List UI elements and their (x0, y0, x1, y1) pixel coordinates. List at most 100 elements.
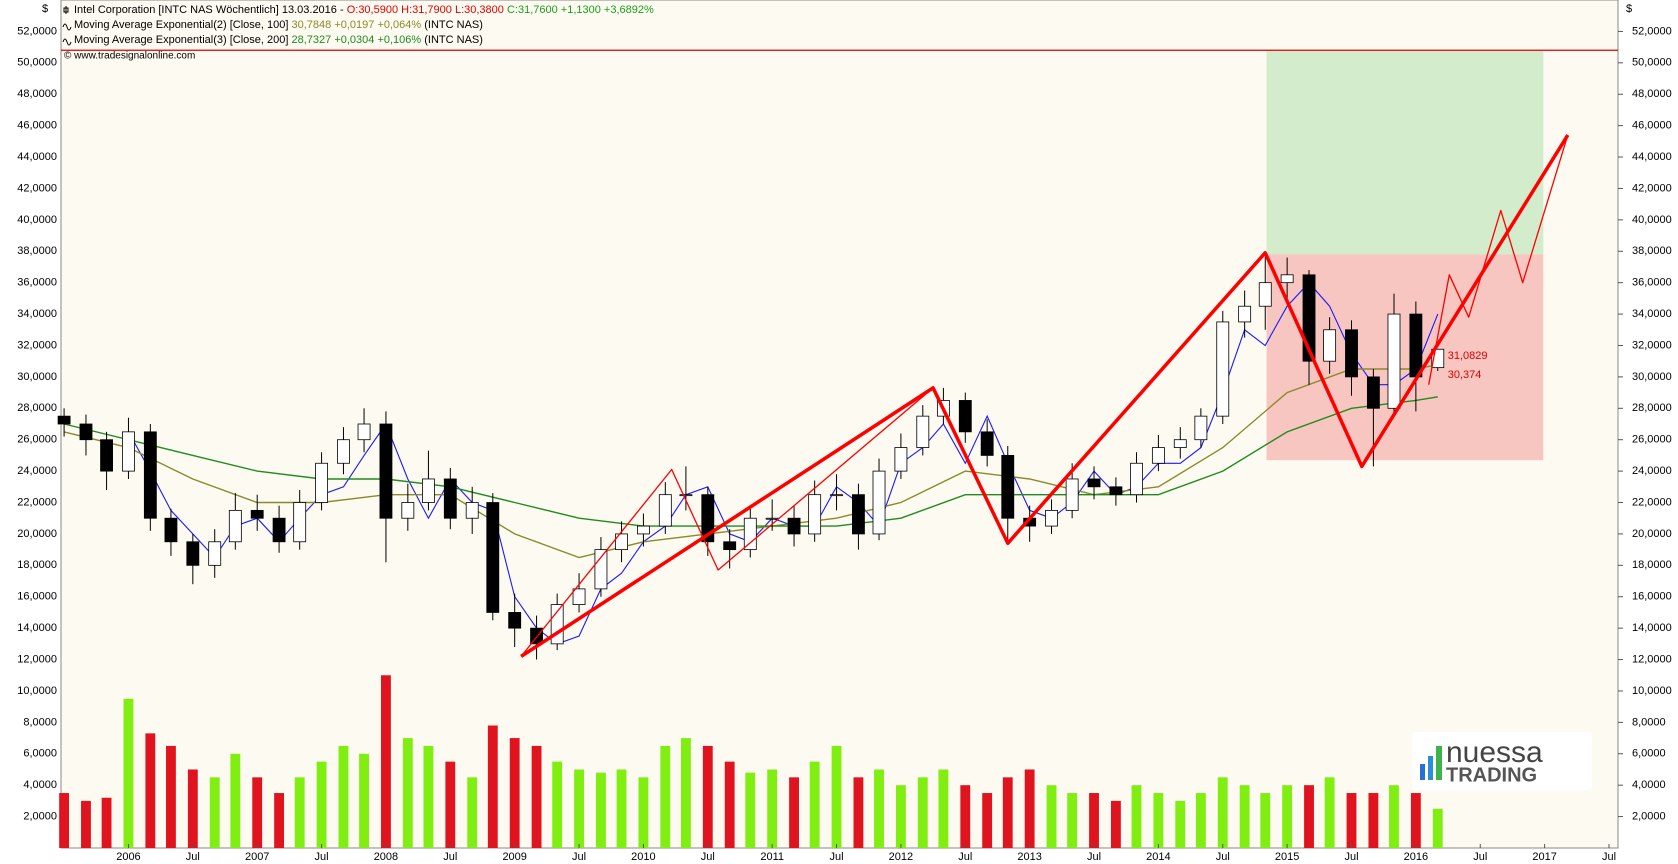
y-tick-label: 14,0000 (17, 622, 57, 634)
candle-body (80, 424, 92, 440)
candle-body (680, 495, 692, 496)
candle-body (1281, 275, 1293, 283)
candle-body (1195, 416, 1207, 440)
candle-body (1388, 314, 1400, 408)
volume-bar (295, 777, 305, 848)
candle-body (509, 612, 521, 628)
candle-body (809, 495, 821, 534)
candle-body (209, 542, 221, 566)
x-tick-label: 2009 (502, 851, 526, 863)
y-tick-label: 34,0000 (17, 308, 57, 320)
volume-bar (424, 746, 434, 848)
volume-bar (274, 793, 284, 848)
logo-bar (1428, 756, 1433, 780)
volume-bar (166, 746, 176, 848)
candle-body (358, 424, 370, 440)
volume-bar (982, 793, 992, 848)
x-tick-label: 2015 (1275, 851, 1299, 863)
x-tick-label: 2010 (631, 851, 655, 863)
legend-row: Moving Average Exponential(2) [Close, 10… (74, 19, 483, 31)
x-tick-label: Jul (958, 851, 972, 863)
x-tick-label: Jul (315, 851, 329, 863)
candle-body (831, 495, 843, 496)
volume-bar (552, 762, 562, 848)
volume-bar (745, 773, 755, 848)
candle-body (766, 518, 778, 519)
candle-body (637, 526, 649, 534)
logo-bar (1420, 764, 1425, 780)
y-tick-label: 10,0000 (17, 685, 57, 697)
logo-bar (1436, 746, 1442, 780)
y-tick-label: 6,0000 (23, 748, 57, 760)
candle-body (981, 432, 993, 456)
volume-bar (1132, 785, 1142, 848)
volume-bar (403, 738, 413, 848)
volume-bar (1218, 777, 1228, 848)
y-tick-label: 40,0000 (17, 214, 57, 226)
candle-body (895, 448, 907, 472)
volume-bar (789, 777, 799, 848)
volume-bar (102, 798, 112, 848)
y-tick-label-right: 16,0000 (1632, 591, 1672, 603)
y-tick-label-right: 40,0000 (1632, 214, 1672, 226)
volume-bar (660, 746, 670, 848)
candle-body (1324, 330, 1336, 361)
y-tick-label: 32,0000 (17, 339, 57, 351)
y-tick-label: 36,0000 (17, 277, 57, 289)
y-tick-label-right: 28,0000 (1632, 402, 1672, 414)
candle-body (294, 503, 306, 542)
candle-body (316, 463, 328, 502)
volume-bar (1325, 777, 1335, 848)
y-tick-label: 22,0000 (17, 496, 57, 508)
volume-bar (81, 801, 91, 848)
volume-bar (124, 699, 134, 848)
volume-bar (1111, 801, 1121, 848)
volume-bar (230, 754, 240, 848)
price-label: 31,0829 (1448, 350, 1488, 362)
x-tick-label: Jul (186, 851, 200, 863)
y-tick-label-right: 20,0000 (1632, 528, 1672, 540)
source: © www.tradesignalonline.com (64, 51, 195, 62)
y-tick-label-right: 18,0000 (1632, 559, 1672, 571)
candle-body (251, 510, 263, 518)
x-tick-label: 2006 (116, 851, 140, 863)
candle-body (466, 503, 478, 519)
y-tick-label: 18,0000 (17, 559, 57, 571)
currency-right: $ (1626, 3, 1632, 15)
y-tick-label-right: 22,0000 (1632, 496, 1672, 508)
candle-body (551, 605, 563, 644)
volume-bar (874, 769, 884, 848)
y-tick-label-right: 50,0000 (1632, 57, 1672, 69)
candle-body (724, 542, 736, 550)
x-tick-label: 2017 (1532, 851, 1556, 863)
candle-body (1410, 314, 1422, 377)
y-tick-label-right: 12,0000 (1632, 653, 1672, 665)
volume-bar (938, 769, 948, 848)
volume-bar (59, 793, 69, 848)
y-tick-label: 52,0000 (17, 25, 57, 37)
price-label: 30,374 (1448, 369, 1482, 381)
volume-bar (596, 773, 606, 848)
candle-body (1130, 463, 1142, 494)
legend-quote: O:30,5900 H:31,7900 L:30,3800 (347, 4, 504, 16)
legend-quote: C:31,7600 +1,1300 +3,6892% (507, 4, 654, 16)
volume-bar (725, 762, 735, 848)
candle-body (422, 479, 434, 503)
x-tick-label: 2013 (1017, 851, 1041, 863)
y-tick-label-right: 8,0000 (1632, 716, 1666, 728)
volume-bar (960, 785, 970, 848)
x-tick-label: Jul (701, 851, 715, 863)
y-tick-label: 20,0000 (17, 528, 57, 540)
y-tick-label-right: 48,0000 (1632, 88, 1672, 100)
volume-bar (681, 738, 691, 848)
candle-body (101, 440, 113, 471)
candle-body (402, 503, 414, 519)
volume-bar (1089, 793, 1099, 848)
candle-body (1046, 510, 1058, 526)
x-tick-label: 2011 (760, 851, 784, 863)
legend-row: Intel Corporation [INTC NAS Wöchentlich]… (74, 4, 654, 16)
y-tick-label: 4,0000 (23, 779, 57, 791)
candle-body (58, 416, 70, 424)
y-tick-label-right: 42,0000 (1632, 182, 1672, 194)
volume-bar (1067, 793, 1077, 848)
